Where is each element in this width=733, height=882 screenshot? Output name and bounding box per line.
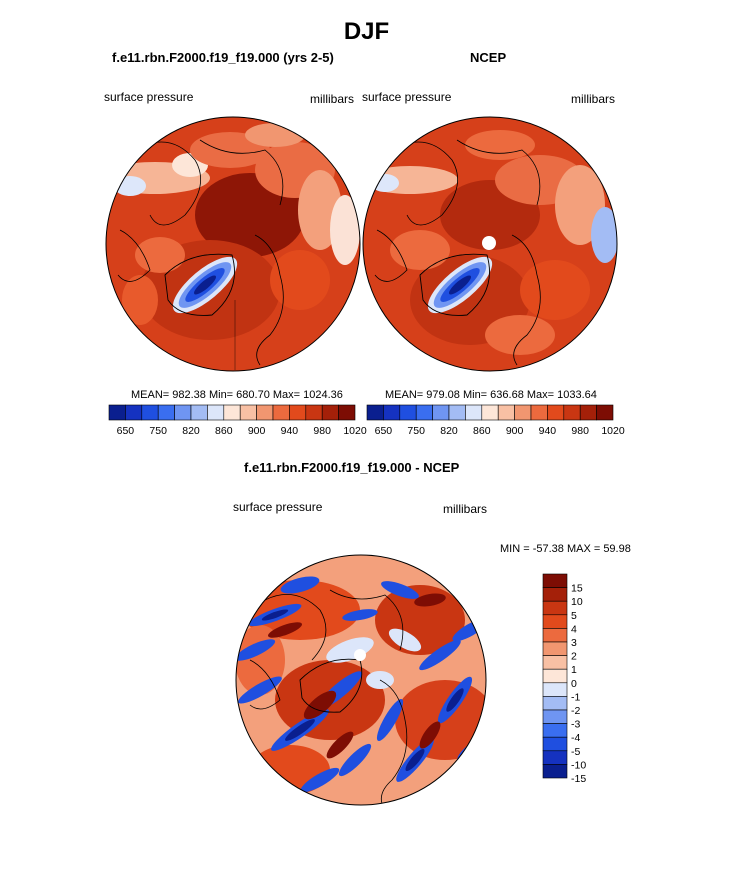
- panel3-colorbar-box: [542, 736, 568, 752]
- panel3-colorbar-tick-label: 2: [571, 651, 577, 663]
- panel3-colorbar-box: [542, 764, 568, 779]
- panel2-colorbar: 650 750 820 860 900 940 980 1020: [366, 404, 625, 437]
- panel1-colorbar-tick-label: 860: [215, 425, 233, 437]
- panel3-colorbar-box: [542, 696, 568, 711]
- panel1-colorbar-box: [338, 404, 356, 421]
- panel2-colorbar-box: [432, 404, 450, 421]
- panel1-colorbar-box: [108, 404, 126, 421]
- panel2-map: [362, 116, 618, 372]
- panel1-colorbar-tick-label: 900: [248, 425, 266, 437]
- panel2-colorbar-tick-label: 900: [506, 425, 524, 437]
- panel2-colorbar-tick-label: 1020: [601, 425, 625, 437]
- panel1-colorbar-box: [190, 404, 208, 421]
- panel2-colorbar-box: [465, 404, 483, 421]
- panel3-colorbar-box: [542, 682, 568, 697]
- panel3-colorbar-tick-label: -10: [571, 759, 586, 771]
- panel3-right-label: millibars: [443, 502, 488, 516]
- panel1-colorbar-box: [239, 404, 257, 421]
- panel1-colorbar-tick-label: 750: [149, 425, 167, 437]
- panel3-colorbar-tick-label: -1: [571, 691, 580, 703]
- panel3-title: f.e11.rbn.F2000.f19_f19.000 - NCEP: [244, 460, 460, 475]
- panel2-colorbar-box: [481, 404, 499, 421]
- panel3-colorbar-tick-label: 4: [571, 623, 577, 635]
- panel1-colorbar-box: [141, 404, 159, 421]
- panel3-colorbar-tick-label: 3: [571, 637, 577, 649]
- panel1-colorbar-tick-label: 820: [182, 425, 200, 437]
- panel3-colorbar-tick-label: 0: [571, 678, 577, 690]
- panel3-colorbar-box: [542, 723, 568, 738]
- panel2-stats: MEAN= 979.08 Min= 636.68 Max= 1033.64: [385, 389, 597, 401]
- panel3-colorbar-box: [542, 573, 568, 588]
- panel3-colorbar-tick-label: -15: [571, 773, 586, 785]
- panel2-colorbar-box: [530, 404, 548, 421]
- panel2-colorbar-box: [366, 404, 384, 421]
- panel3-colorbar-box: [542, 668, 568, 684]
- panel1-colorbar-box: [174, 404, 192, 421]
- panel3-colorbar-tick-label: 10: [571, 596, 583, 608]
- panel3-map: [235, 554, 487, 806]
- panel2-colorbar-tick-label: 940: [539, 425, 557, 437]
- panel1-stats: MEAN= 982.38 Min= 680.70 Max= 1024.36: [131, 389, 343, 401]
- panel3-colorbar-box: [542, 709, 568, 724]
- panel2-colorbar-box: [547, 404, 565, 421]
- panel3-colorbar-tick-label: -3: [571, 719, 580, 731]
- panel1-colorbar-box: [223, 404, 241, 421]
- panel1-colorbar-tick-label: 650: [117, 425, 135, 437]
- panel3-colorbar-tick-label: -4: [571, 732, 580, 744]
- panel1-colorbar-box: [272, 404, 290, 421]
- panel3-colorbar-tick-label: 5: [571, 610, 577, 622]
- panel2-colorbar-box: [514, 404, 532, 421]
- panel1-right-label: millibars: [310, 92, 355, 106]
- panel1-colorbar-tick-label: 940: [281, 425, 299, 437]
- panel2-colorbar-box: [399, 404, 417, 421]
- panel3-colorbar-box: [542, 750, 568, 765]
- panel3-colorbar-box: [542, 587, 568, 602]
- panel3-colorbar-tick-label: 15: [571, 583, 583, 595]
- panel2-title: NCEP: [470, 50, 507, 65]
- panel1-title: f.e11.rbn.F2000.f19_f19.000 (yrs 2-5): [112, 50, 334, 65]
- panel2-colorbar-box: [596, 404, 614, 421]
- panel2-colorbar-tick-label: 860: [473, 425, 491, 437]
- panel2-colorbar-tick-label: 980: [571, 425, 589, 437]
- panel2-colorbar-tick-label: 750: [407, 425, 425, 437]
- panel2-left-label: surface pressure: [362, 90, 452, 104]
- panel1-left-label: surface pressure: [104, 90, 194, 104]
- panel1-map: [105, 116, 361, 372]
- panel3-colorbar-box: [542, 641, 568, 656]
- panel2-colorbar-box: [497, 404, 515, 421]
- panel1-colorbar-box: [289, 404, 307, 421]
- panel1-colorbar-box: [321, 404, 339, 421]
- panel3-stats: MIN = -57.38 MAX = 59.98: [500, 543, 631, 555]
- panel3-colorbar-box: [542, 600, 568, 616]
- panel3-colorbar-box: [542, 628, 568, 643]
- panel3-colorbar-tick-label: -5: [571, 746, 580, 758]
- panel3-left-label: surface pressure: [233, 500, 323, 514]
- panel3-colorbar-box: [542, 614, 568, 629]
- panel2-colorbar-box: [415, 404, 433, 421]
- panel3-colorbar-tick-label: 1: [571, 664, 577, 676]
- panel2-colorbar-box: [383, 404, 401, 421]
- panel2-colorbar-box: [563, 404, 581, 421]
- panel2-colorbar-tick-label: 820: [440, 425, 458, 437]
- panel1-colorbar: 650 750 820 860 900 940 980 1020: [108, 404, 367, 437]
- panel1-colorbar-tick-label: 980: [313, 425, 331, 437]
- panel1-colorbar-box: [207, 404, 225, 421]
- panel1-colorbar-tick-label: 1020: [343, 425, 367, 437]
- panel2-colorbar-tick-label: 650: [375, 425, 393, 437]
- panel1-colorbar-box: [125, 404, 143, 421]
- panel3-colorbar-box: [542, 655, 568, 670]
- panel3-colorbar-tick-label: -2: [571, 705, 580, 717]
- panel1-colorbar-box: [305, 404, 323, 421]
- panel1-colorbar-box: [157, 404, 175, 421]
- figure-title: DJF: [343, 18, 390, 45]
- panel2-colorbar-box: [448, 404, 466, 421]
- panel1-colorbar-box: [256, 404, 274, 421]
- panel2-colorbar-box: [579, 404, 597, 421]
- panel2-right-label: millibars: [571, 92, 616, 106]
